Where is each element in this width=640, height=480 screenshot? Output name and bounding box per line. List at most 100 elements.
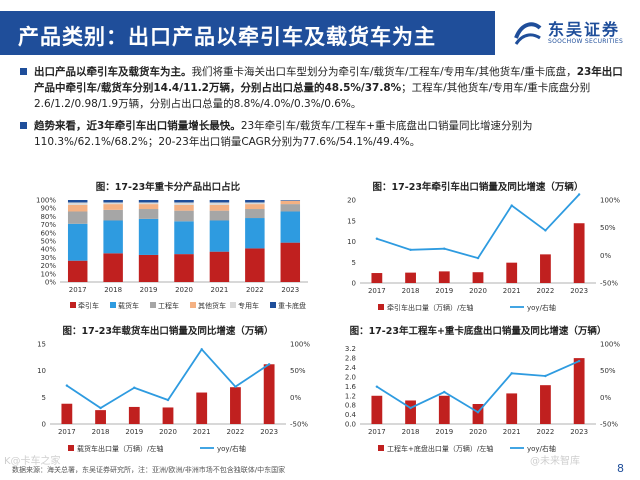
y-tick-label: 0% — [45, 279, 56, 287]
bar-segment — [245, 200, 265, 203]
logo-subtitle: SOOCHOW SECURITIES — [548, 38, 624, 45]
x-tick-label: 2021 — [503, 287, 521, 295]
x-tick-label: 2020 — [469, 287, 487, 295]
y2-tick-label: 0% — [600, 252, 611, 260]
bar — [506, 262, 518, 283]
chart-tractor-exports: 图：17-23年牵引车出口销量及同比增速（万辆） 0 5 10 15 20 -50% 0% 50… — [328, 178, 628, 323]
bar-segment — [209, 200, 230, 203]
bullet-item: 趋势来看，近3年牵引车出口销量增长最快。23年牵引车/载货车/工程车+重卡底盘出… — [20, 118, 628, 150]
chart-product-share: 图：17-23年重卡分产品出口占比 0% 10% 20% 30% 40% 50% 60% 70%… — [18, 178, 318, 323]
legend-swatch — [230, 302, 236, 308]
bar-segment — [67, 260, 88, 282]
y2-tick-label: -50% — [600, 280, 618, 288]
y2-tick-label: 50% — [600, 224, 616, 232]
yoy-point — [375, 237, 379, 240]
bar-segment — [138, 200, 159, 203]
title-bar: 产品类别：出口产品以牵引车及载货车为主 — [0, 11, 495, 55]
y2-tick-label: 100% — [290, 341, 310, 349]
y-tick-label: 0 — [42, 421, 46, 429]
legend-swatch — [110, 302, 116, 308]
legend-label: yoy/右轴 — [527, 303, 556, 312]
y-tick-label: 0.8 — [345, 402, 356, 410]
legend-label: 载货车 — [118, 301, 139, 310]
yoy-point — [65, 384, 69, 387]
bullet-text: 23年牵引车/载货车/工程车+重卡底盘出口销量同比增速分别为110.3%/62.… — [34, 120, 533, 148]
y2-tick-label: -50% — [290, 421, 308, 429]
yoy-point — [267, 363, 271, 366]
y-tick-label: 50% — [40, 238, 56, 246]
yoy-point — [200, 348, 203, 351]
bar-segment — [138, 218, 159, 255]
yoy-point — [133, 386, 136, 389]
yoy-point — [476, 411, 480, 414]
source-note: 数据来源：海关总署，东吴证券研究所，注：亚洲/欧洲/非洲市场不包含独联体/中东国… — [12, 466, 286, 474]
y-tick-label: 40% — [40, 246, 56, 254]
yoy-point — [409, 406, 412, 410]
bar-segment — [103, 202, 123, 205]
y-tick-label: 80% — [40, 213, 56, 221]
bar-segment — [138, 202, 159, 205]
yoy-line — [376, 193, 580, 260]
x-tick-label: 2019 — [125, 428, 143, 436]
bullet-item: 出口产品以牵引车及载货车为主。我们将重卡海关出口车型划分为牵引车/载货车/工程车… — [20, 64, 628, 112]
y-tick-label: 70% — [40, 221, 56, 229]
chart-title: 图：17-23年工程车+重卡底盘出口销量及同比增速（万辆） — [350, 325, 607, 337]
y-tick-label: 1.2 — [345, 392, 356, 400]
yoy-point — [577, 359, 581, 363]
chart-title: 图：17-23年牵引车出口销量及同比增速（万辆） — [373, 181, 584, 193]
bar-segment — [209, 220, 230, 252]
legend-label: 牵引车 — [78, 301, 99, 310]
bar-segment — [103, 220, 123, 254]
legend-swatch — [270, 302, 276, 308]
bar-segment — [209, 210, 230, 221]
bar-segment — [174, 254, 194, 282]
page-title: 产品类别：出口产品以牵引车及载货车为主 — [18, 25, 436, 49]
y-tick-label: 15 — [347, 217, 356, 225]
bar — [61, 403, 73, 424]
bullet-list: 出口产品以牵引车及载货车为主。我们将重卡海关出口车型划分为牵引车/载货车/工程车… — [20, 64, 628, 156]
bar-segment — [209, 204, 230, 211]
y2-tick-label: -50% — [600, 421, 618, 429]
bar-segment — [67, 204, 88, 212]
bar-segment — [138, 204, 159, 210]
y-tick-label: 2.8 — [345, 355, 356, 363]
y2-tick-label: 50% — [600, 367, 616, 375]
bar-segment — [138, 209, 159, 219]
x-tick-label: 2019 — [435, 287, 453, 295]
bar-segment — [245, 209, 265, 219]
legend-swatch — [70, 302, 76, 308]
legend-label: 牵引车出口量（万辆）/左轴 — [387, 303, 473, 312]
chart-truck-exports: 图：17-23年载货车出口销量及同比增速（万辆） 0 5 10 15 -50% 0% 50% 1… — [18, 322, 318, 464]
x-tick-label: 2018 — [402, 428, 420, 436]
y2-tick-label: 0% — [600, 394, 611, 402]
chart-truck-exports-svg: 图：17-23年载货车出口销量及同比增速（万辆） 0 5 10 15 -50% 0% 50% 1… — [37, 325, 310, 453]
y-tick-label: 20 — [347, 197, 356, 205]
y-tick-label: 2.4 — [345, 364, 357, 372]
chart-engineering-exports: 图：17-23年工程车+重卡底盘出口销量及同比增速（万辆） 0.0 0.4 0.8 1.… — [328, 322, 628, 464]
legend-swatch — [378, 445, 384, 451]
x-tick-label: 2020 — [175, 286, 193, 294]
legend-label: 重卡底盘 — [278, 301, 306, 310]
x-tick-label: 2018 — [402, 287, 420, 295]
x-tick-label: 2017 — [58, 428, 76, 436]
y-tick-label: 30% — [40, 254, 56, 262]
y2-tick-label: 100% — [600, 197, 620, 205]
bar-segment — [280, 211, 301, 243]
bar-segment — [280, 200, 301, 205]
x-tick-label: 2017 — [368, 287, 386, 295]
yoy-point — [234, 385, 237, 388]
bar-segment — [174, 221, 194, 255]
y-tick-label: 1.6 — [345, 383, 357, 391]
bar — [128, 406, 140, 424]
logo-icon — [514, 22, 542, 45]
legend-label: 工程车 — [158, 301, 179, 310]
bar — [95, 410, 106, 424]
y-tick-label: 60% — [40, 229, 56, 237]
x-tick-label: 2022 — [227, 428, 245, 436]
yoy-point — [409, 248, 412, 251]
bar — [230, 387, 241, 424]
x-tick-label: 2022 — [537, 287, 555, 295]
bar-segment — [103, 204, 123, 210]
y-tick-label: 0 — [352, 280, 356, 288]
bar-segment — [280, 200, 301, 201]
